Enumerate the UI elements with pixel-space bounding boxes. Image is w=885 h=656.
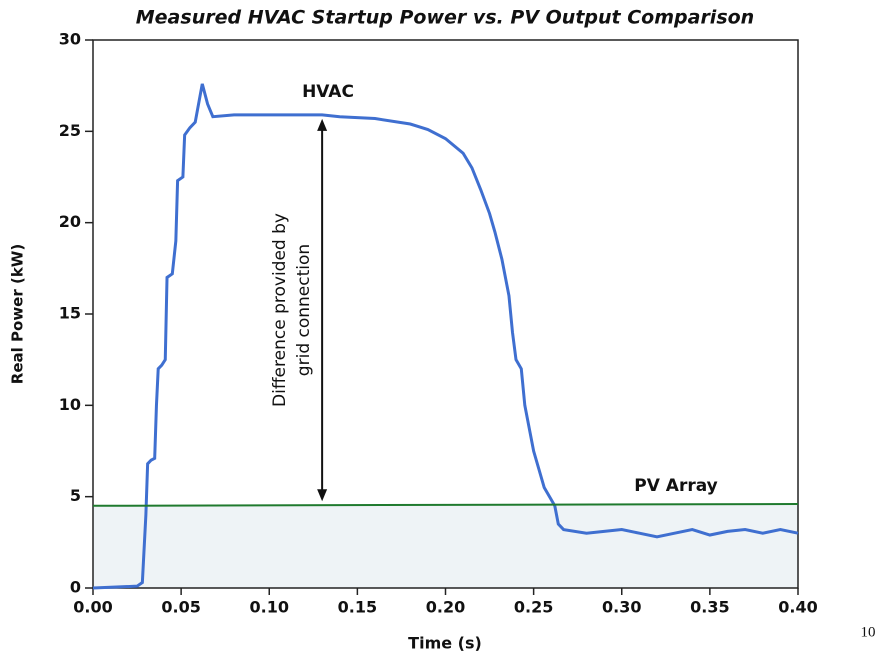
series-label: HVAC xyxy=(302,82,354,102)
y-tick-label: 10 xyxy=(59,395,81,414)
x-tick-label: 0.10 xyxy=(250,598,289,617)
x-tick-label: 0.40 xyxy=(778,598,817,617)
y-tick-label: 20 xyxy=(59,212,81,231)
page-number: 10 xyxy=(861,624,876,640)
x-tick-label: 0.20 xyxy=(426,598,465,617)
x-tick-label: 0.35 xyxy=(690,598,729,617)
x-tick-label: 0.00 xyxy=(73,598,112,617)
x-axis-label: Time (s) xyxy=(408,634,482,653)
y-tick-label: 25 xyxy=(59,121,81,140)
x-tick-label: 0.05 xyxy=(161,598,200,617)
y-tick-label: 5 xyxy=(70,486,81,505)
series-label: PV Array xyxy=(634,476,718,496)
y-tick-label: 0 xyxy=(70,578,81,597)
chart-title: Measured HVAC Startup Power vs. PV Outpu… xyxy=(136,7,754,29)
annotation: grid connection xyxy=(294,244,314,376)
arrow-head xyxy=(317,118,328,131)
arrow-head xyxy=(317,489,328,502)
line-series xyxy=(92,83,799,590)
line-series xyxy=(92,502,799,507)
y-tick-label: 15 xyxy=(59,304,81,323)
pv-fill xyxy=(93,503,798,588)
y-axis-label: Real Power (kW) xyxy=(9,244,27,384)
annotation: Difference provided by xyxy=(270,213,290,407)
x-tick-label: 0.25 xyxy=(514,598,553,617)
y-tick-label: 30 xyxy=(59,30,81,49)
x-tick-label: 0.15 xyxy=(338,598,377,617)
x-tick-label: 0.30 xyxy=(602,598,641,617)
